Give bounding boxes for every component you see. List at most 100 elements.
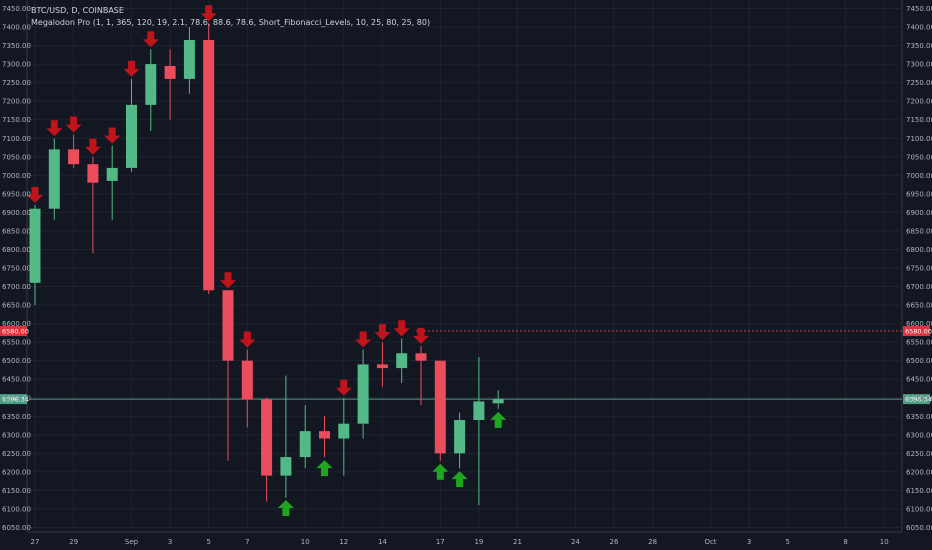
candle-up (145, 64, 157, 105)
x-tick-label: 12 (339, 538, 348, 546)
y-tick-label-left: 6450.00 (2, 376, 31, 384)
y-tick-label-right: 7150.00 (906, 116, 932, 124)
y-tick-label-left: 6900.00 (2, 209, 31, 217)
last-price-badge-left (0, 394, 27, 405)
sell-arrow-icon (374, 324, 391, 341)
y-tick-label-right: 7400.00 (906, 24, 932, 32)
x-tick-label: 19 (474, 538, 483, 546)
y-tick-label-right: 6750.00 (906, 265, 932, 273)
symbol-title: BTC/USD, D, COINBASE (31, 6, 124, 15)
buy-arrow-icon (432, 463, 449, 480)
y-tick-label-left: 7250.00 (2, 79, 31, 87)
y-tick-label-left: 6700.00 (2, 283, 31, 291)
sell-arrow-icon (355, 331, 372, 348)
candle-up (492, 399, 504, 404)
y-tick-label-left: 7000.00 (2, 172, 31, 180)
candle-down (261, 399, 273, 476)
y-tick-label-left: 6300.00 (2, 431, 31, 439)
left-price-axis[interactable]: 6050.00 6100.00 6150.00 6200.00 6250.00 6300.… (2, 5, 31, 532)
last-price-badge-right (903, 394, 930, 405)
candle-up (299, 431, 311, 458)
candle-down (222, 290, 234, 361)
sell-arrow-icon (142, 31, 159, 48)
y-tick-label-left: 6400.00 (2, 394, 31, 402)
candle-down (319, 431, 330, 439)
y-tick-label-right: 6700.00 (906, 283, 932, 291)
y-tick-label-right: 7250.00 (906, 79, 932, 87)
y-tick-label-left: 7450.00 (2, 5, 31, 13)
x-tick-label: 5 (206, 538, 210, 546)
x-tick-label: 5 (785, 538, 789, 546)
x-tick-label: 3 (747, 538, 751, 546)
y-tick-label-right: 6100.00 (906, 505, 932, 513)
y-tick-label-left: 6650.00 (2, 302, 31, 310)
last-price-badge-label-right: 6396.34 (905, 396, 932, 404)
x-tick-label: 7 (245, 538, 249, 546)
y-tick-label-left: 6250.00 (2, 450, 31, 458)
y-tick-label-left: 6850.00 (2, 227, 31, 235)
y-tick-label-right: 6500.00 (906, 357, 932, 365)
time-axis[interactable]: 27 29 Sep 3 5 7 10 12 14 17 19 21 24 26 28 Oct 3 5 8 10 (31, 538, 889, 546)
y-tick-label-right: 7300.00 (906, 61, 932, 69)
candle-up (29, 208, 41, 283)
x-tick-label: 27 (31, 538, 40, 546)
candle-up (183, 40, 195, 79)
x-tick-label: Sep (125, 538, 139, 546)
candle-down (203, 40, 215, 291)
sell-arrow-icon (393, 320, 410, 337)
candle-up (473, 401, 485, 420)
y-tick-label-right: 6450.00 (906, 376, 932, 384)
y-tick-label-left: 6950.00 (2, 190, 31, 198)
candle-up (357, 364, 369, 424)
x-tick-label: 24 (571, 538, 580, 546)
y-tick-label-right: 6650.00 (906, 302, 932, 310)
y-tick-label-left: 7350.00 (2, 42, 31, 50)
candle-down (434, 360, 446, 454)
candle-up (48, 149, 60, 209)
right-price-axis[interactable]: 6050.00 6100.00 6150.00 6200.00 6250.00 6300.… (906, 5, 932, 532)
resistance-badge-left (0, 326, 27, 337)
x-tick-label: 29 (69, 538, 78, 546)
signal-arrows (27, 5, 507, 516)
sell-arrow-icon (413, 327, 429, 344)
x-tick-label: 3 (168, 538, 172, 546)
price-lines: 6580.00 6580.00 6396.34 6396.34 (0, 326, 932, 405)
y-tick-label-right: 7200.00 (906, 98, 932, 106)
sell-arrow-icon (335, 379, 352, 396)
y-tick-label-left: 6750.00 (2, 265, 31, 273)
y-tick-label-right: 6400.00 (906, 394, 932, 402)
y-tick-label-right: 7100.00 (906, 135, 932, 143)
candle-up (338, 423, 350, 439)
sell-arrow-icon (220, 272, 236, 289)
x-tick-label: 10 (301, 538, 310, 546)
y-tick-label-left: 6150.00 (2, 487, 31, 495)
buy-arrow-icon (277, 500, 294, 516)
candle-down (68, 149, 80, 165)
y-tick-label-right: 6300.00 (906, 431, 932, 439)
sell-arrow-icon (104, 127, 121, 144)
y-tick-label-right: 6900.00 (906, 209, 932, 217)
y-tick-label-right: 7050.00 (906, 153, 932, 161)
last-price-badge-label-left: 6396.34 (2, 396, 29, 404)
y-tick-label-right: 6200.00 (906, 468, 932, 476)
candle-down (415, 353, 427, 361)
buy-arrow-icon (490, 411, 507, 428)
indicator-title: Megalodon Pro (1, 1, 365, 120, 19, 2.1, … (31, 18, 431, 27)
y-tick-label-left: 6800.00 (2, 246, 31, 254)
sell-arrow-icon (200, 5, 217, 22)
y-tick-label-left: 6600.00 (2, 320, 31, 328)
sell-arrow-icon (65, 116, 82, 133)
x-tick-label: 8 (843, 538, 847, 546)
x-tick-label: 14 (378, 538, 387, 546)
buy-arrow-icon (451, 471, 468, 488)
sell-arrow-icon (27, 186, 43, 203)
y-tick-label-right: 6800.00 (906, 246, 932, 254)
x-tick-label: 21 (513, 538, 522, 546)
y-tick-label-right: 6350.00 (906, 413, 932, 421)
candle-up (126, 104, 137, 168)
sell-arrow-icon (46, 120, 63, 137)
candle-down (376, 364, 388, 369)
x-tick-label: 17 (436, 538, 445, 546)
y-tick-label-right: 7350.00 (906, 42, 932, 50)
